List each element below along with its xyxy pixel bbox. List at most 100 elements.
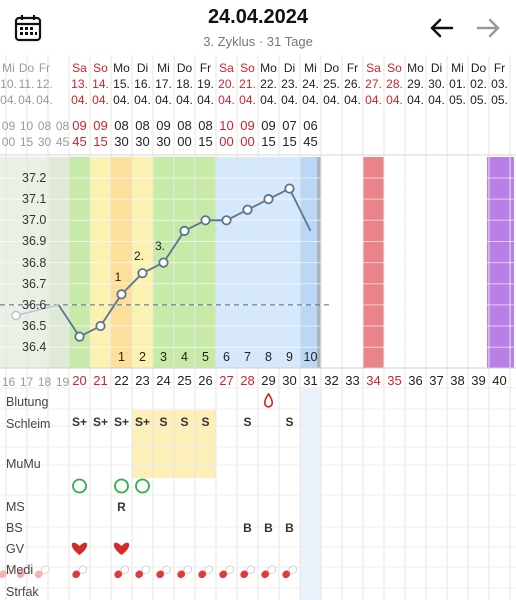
date-label: 22.: [260, 77, 277, 91]
pill-icon[interactable]: [239, 565, 256, 580]
cycle-day-number: 37: [429, 373, 444, 388]
temp-axis-label: 36.7: [22, 276, 47, 291]
previous-cycle-line: [15, 304, 59, 317]
pill-icon[interactable]: [134, 565, 151, 580]
previous-button[interactable]: [426, 12, 458, 44]
temperature-point[interactable]: [116, 289, 127, 300]
luteal-day-number: 9: [286, 350, 293, 364]
pill-icon[interactable]: [0, 565, 15, 580]
ghost-cycle-day: 18: [37, 375, 52, 389]
month-label: 04.: [302, 93, 319, 107]
ghost-time-hour: 09: [1, 119, 16, 133]
temperature-point[interactable]: [263, 194, 274, 205]
temperature-point[interactable]: [221, 215, 232, 226]
ghost-cycle-day: 16: [1, 375, 16, 389]
higher-temp-count-label: 3.: [154, 238, 165, 253]
schleim-mark[interactable]: S: [201, 415, 210, 429]
pill-icon[interactable]: [33, 565, 50, 580]
temp-axis-label: 37.0: [22, 213, 47, 228]
bs-mark[interactable]: B: [264, 521, 273, 535]
date-label: 15.: [113, 77, 130, 91]
mumu-circle-icon[interactable]: [135, 478, 150, 494]
schleim-mark[interactable]: S: [180, 415, 189, 429]
date-label: 21.: [239, 77, 256, 91]
ghost-cycle-day: 19: [55, 375, 70, 389]
temp-axis-label: 36.9: [22, 234, 47, 249]
ghost-month: 04.: [36, 93, 53, 107]
pill-icon[interactable]: [113, 565, 130, 580]
cycle-day-number: 23: [135, 373, 150, 388]
pill-icon[interactable]: [71, 565, 88, 580]
pill-icon[interactable]: [15, 565, 32, 580]
schleim-mark[interactable]: S: [243, 415, 252, 429]
schleim-mark[interactable]: S: [159, 415, 168, 429]
pill-icon[interactable]: [260, 565, 277, 580]
weekday-label: Do: [323, 61, 340, 75]
month-label: 04.: [155, 93, 172, 107]
month-label: 04.: [281, 93, 298, 107]
temperature-point[interactable]: [95, 320, 106, 332]
weekday-label: Mo: [260, 61, 277, 75]
row-label-strfak: Strfak: [6, 585, 39, 599]
temperature-point[interactable]: [74, 331, 85, 342]
pill-icon[interactable]: [176, 565, 193, 580]
temperature-point[interactable]: [179, 225, 190, 236]
cycle-chart-grid[interactable]: Mi 10. 04. 09 00 16 Do 11. 04. 10 15 17 Fr 12. 04. 08 30…: [0, 55, 516, 600]
weekday-label: Fr: [346, 61, 359, 75]
date-label: 28.: [386, 77, 403, 91]
temperature-point[interactable]: [284, 183, 295, 194]
ghost-time-hour: 08: [55, 119, 70, 133]
next-button[interactable]: [472, 12, 504, 44]
measure-time-min: 30: [135, 134, 150, 149]
schleim-mark[interactable]: S+: [134, 415, 150, 429]
month-label: 04.: [92, 93, 109, 107]
schleim-mark[interactable]: S: [285, 415, 294, 429]
luteal-day-number: 5: [202, 350, 209, 364]
pill-icon[interactable]: [281, 565, 298, 580]
mumu-circle-icon[interactable]: [114, 478, 129, 494]
measure-time-min: 30: [114, 134, 129, 149]
cycle-day-number: 40: [492, 373, 507, 388]
ms-mark[interactable]: R: [117, 500, 126, 514]
measure-time-min: 45: [303, 134, 318, 149]
heart-icon[interactable]: [113, 542, 130, 555]
bs-mark[interactable]: B: [243, 521, 252, 535]
temperature-point[interactable]: [200, 215, 211, 226]
calendar-button[interactable]: [12, 12, 44, 44]
schleim-mark[interactable]: S+: [71, 415, 87, 429]
temperature-point[interactable]: [242, 204, 253, 215]
pill-icon[interactable]: [197, 565, 214, 580]
date-label: 16.: [134, 77, 151, 91]
temp-axis-label: 36.8: [22, 255, 47, 270]
ghost-time-hour: 10: [19, 119, 34, 133]
measure-time-min: 30: [156, 134, 171, 149]
month-label: 04.: [365, 93, 382, 107]
measure-time-min: 15: [198, 134, 213, 149]
date-label: 13.: [71, 77, 88, 91]
temperature-point[interactable]: [158, 257, 169, 268]
bs-mark[interactable]: B: [285, 521, 294, 535]
cycle-day-number: 31: [303, 373, 318, 388]
mumu-circle-icon[interactable]: [72, 478, 87, 494]
current-date-title: 24.04.2024: [207, 6, 309, 28]
cycle-day-number: 26: [198, 373, 213, 388]
schleim-mark[interactable]: S+: [92, 415, 108, 429]
higher-temp-count-label: 1: [114, 270, 122, 285]
pill-icon[interactable]: [218, 565, 235, 580]
date-label: 24.: [302, 77, 319, 91]
luteal-day-number: 2: [139, 350, 146, 364]
weekday-label: Mi: [451, 61, 464, 75]
droplet-icon[interactable]: [263, 392, 274, 408]
heart-icon[interactable]: [71, 542, 88, 555]
pill-icon[interactable]: [155, 565, 172, 580]
month-label: 05.: [491, 93, 508, 107]
measure-time-hour: 08: [114, 118, 129, 133]
schleim-mark[interactable]: S+: [113, 415, 129, 429]
ghost-cycle-day: 17: [19, 375, 34, 389]
row-label-medi: Medi: [6, 563, 34, 577]
temperature-point[interactable]: [137, 268, 148, 279]
previous-cycle-point: [11, 310, 21, 321]
ghost-weekday: Mi: [2, 61, 15, 75]
month-label: 04.: [344, 93, 361, 107]
ghost-month: 04.: [0, 93, 17, 107]
